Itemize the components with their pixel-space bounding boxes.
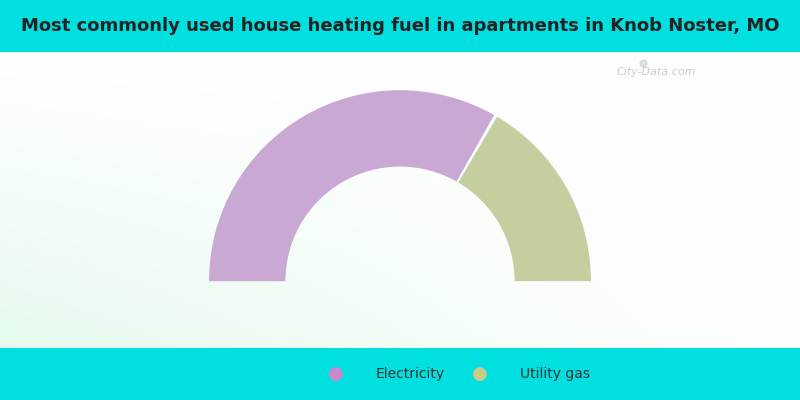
Text: ●: ● — [328, 365, 344, 383]
Text: Utility gas: Utility gas — [520, 367, 590, 381]
Text: Most commonly used house heating fuel in apartments in Knob Noster, MO: Most commonly used house heating fuel in… — [21, 17, 779, 35]
Text: City-Data.com: City-Data.com — [617, 67, 696, 77]
Text: ●: ● — [472, 365, 488, 383]
Wedge shape — [458, 117, 591, 281]
Text: Electricity: Electricity — [376, 367, 445, 381]
Wedge shape — [209, 90, 494, 281]
